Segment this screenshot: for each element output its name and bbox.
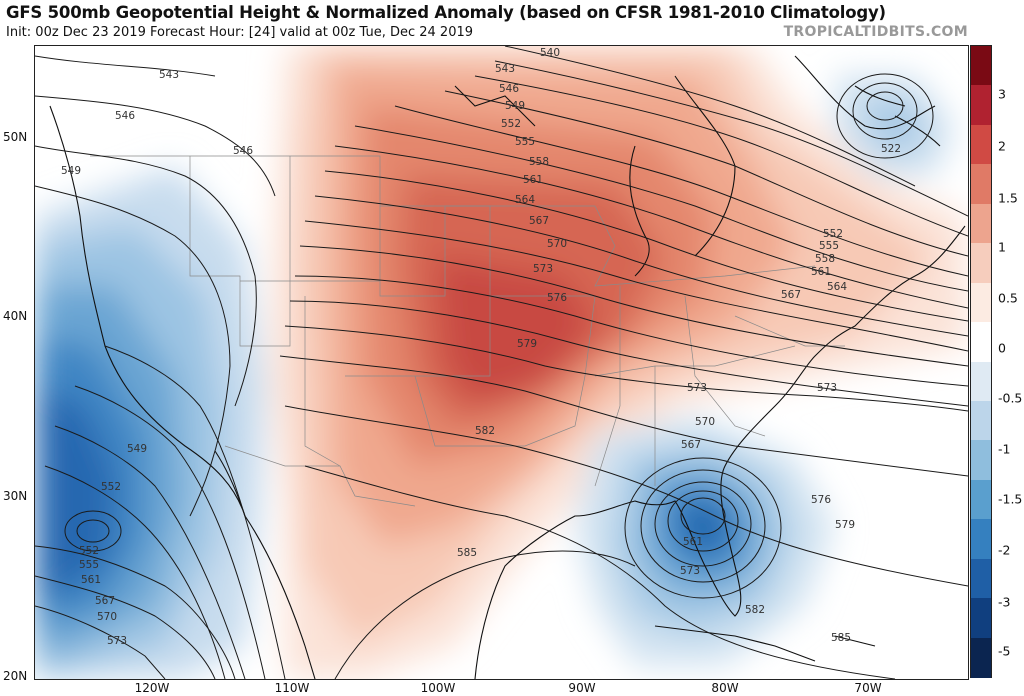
- anomaly-colorbar: [970, 45, 992, 678]
- contour-label: 564: [827, 281, 847, 293]
- lon-label-70w: 70W: [854, 681, 882, 695]
- colorbar-segment: [971, 203, 991, 244]
- contour-label: 552: [823, 228, 843, 240]
- contour-label: 549: [127, 443, 147, 455]
- colorbar-segment: [971, 479, 991, 520]
- contour-label: 567: [781, 289, 801, 301]
- contour-label: 579: [517, 338, 537, 350]
- contour-label: 564: [515, 194, 535, 206]
- contour-label: 567: [95, 595, 115, 607]
- contour-label: 546: [115, 110, 135, 122]
- contour-label: 585: [457, 547, 477, 559]
- colorbar-segment: [971, 243, 991, 284]
- colorbar-tick-label: 1.5: [998, 190, 1018, 206]
- contour-label: 552: [101, 481, 121, 493]
- contour-label: 543: [495, 63, 515, 75]
- colorbar-segment: [971, 85, 991, 126]
- lon-label-100w: 100W: [420, 681, 456, 695]
- map-title: GFS 500mb Geopotential Height & Normaliz…: [6, 3, 886, 22]
- contour-label: 585: [831, 632, 851, 644]
- contour-label: 582: [475, 425, 495, 437]
- coastlines: [49, 55, 966, 679]
- contour-label: 546: [233, 145, 253, 157]
- contour-label: 543: [159, 69, 179, 81]
- colorbar-segment: [971, 164, 991, 205]
- colorbar-tick-label: -1.5: [998, 491, 1023, 507]
- map-subtitle: Init: 00z Dec 23 2019 Forecast Hour: [24…: [6, 25, 474, 40]
- contour-label: 573: [680, 565, 700, 577]
- contour-label: 561: [811, 266, 831, 278]
- brand-watermark: TROPICALTIDBITS.COM: [783, 24, 968, 40]
- contour-label: 561: [683, 536, 703, 548]
- contour-label: 576: [811, 494, 831, 506]
- colorbar-tick-label: 2: [998, 138, 1006, 154]
- contour-label: 549: [505, 100, 525, 112]
- colorbar-tick-label: -1: [998, 441, 1011, 457]
- contour-label: 582: [745, 604, 765, 616]
- contour-label: 558: [529, 156, 549, 168]
- colorbar-tick-label: 1: [998, 239, 1006, 255]
- contour-label: 570: [97, 611, 117, 623]
- contour-label: 579: [835, 519, 855, 531]
- colorbar-tick-label: 0.5: [998, 290, 1018, 306]
- colorbar-segment: [971, 322, 991, 362]
- contour-label: 555: [819, 240, 839, 252]
- colorbar-segment: [971, 46, 991, 86]
- contour-labels: 540 543 546 549 552 555 558 561 564 567 …: [61, 47, 901, 647]
- lon-label-80w: 80W: [711, 681, 739, 695]
- colorbar-segment: [971, 440, 991, 481]
- contour-label: 573: [817, 382, 837, 394]
- colorbar-segment: [971, 519, 991, 560]
- contour-label: 546: [499, 83, 519, 95]
- lat-label-50n: 50N: [3, 130, 28, 144]
- contour-label: 570: [695, 416, 715, 428]
- contour-label: 555: [79, 559, 99, 571]
- contour-label: 558: [815, 253, 835, 265]
- colorbar-tick-label: -2: [998, 542, 1011, 558]
- contour-label: 573: [687, 382, 707, 394]
- contour-label: 552: [79, 545, 99, 557]
- colorbar-tick-label: -3: [998, 594, 1011, 610]
- colorbar-segment: [971, 598, 991, 639]
- colorbar-tick-label: -0.5: [998, 390, 1023, 406]
- lat-label-40n: 40N: [3, 309, 28, 323]
- contour-label: 567: [681, 439, 701, 451]
- contour-label: 573: [107, 635, 127, 647]
- lon-label-120w: 120W: [134, 681, 170, 695]
- contour-label: 552: [501, 118, 521, 130]
- colorbar-tick-label: -5: [998, 643, 1011, 659]
- contour-label: 549: [61, 165, 81, 177]
- contour-label: 567: [529, 215, 549, 227]
- colorbar-tick-label: 3: [998, 86, 1006, 102]
- lon-label-110w: 110W: [274, 681, 310, 695]
- lat-label-20n: 20N: [3, 669, 28, 683]
- contour-label: 561: [81, 574, 101, 586]
- lon-label-90w: 90W: [568, 681, 596, 695]
- contour-label: 576: [547, 292, 567, 304]
- lat-label-30n: 30N: [3, 489, 28, 503]
- contour-label: 570: [547, 238, 567, 250]
- contour-label: 555: [515, 136, 535, 148]
- colorbar-segment: [971, 361, 991, 402]
- colorbar-segment: [971, 400, 991, 441]
- height-contours: [35, 46, 968, 679]
- colorbar-segment: [971, 558, 991, 599]
- colorbar-segment: [971, 124, 991, 165]
- map-panel: 540 543 546 549 552 555 558 561 564 567 …: [34, 45, 969, 680]
- contour-label: 540: [540, 47, 560, 59]
- map-svg: 540 543 546 549 552 555 558 561 564 567 …: [35, 46, 968, 679]
- colorbar-tick-label: 0: [998, 340, 1006, 356]
- colorbar-segment: [971, 282, 991, 323]
- contour-label: 522: [881, 143, 901, 155]
- contour-label: 573: [533, 263, 553, 275]
- state-borders: [90, 155, 845, 507]
- colorbar-segment: [971, 637, 991, 678]
- contour-label: 561: [523, 174, 543, 186]
